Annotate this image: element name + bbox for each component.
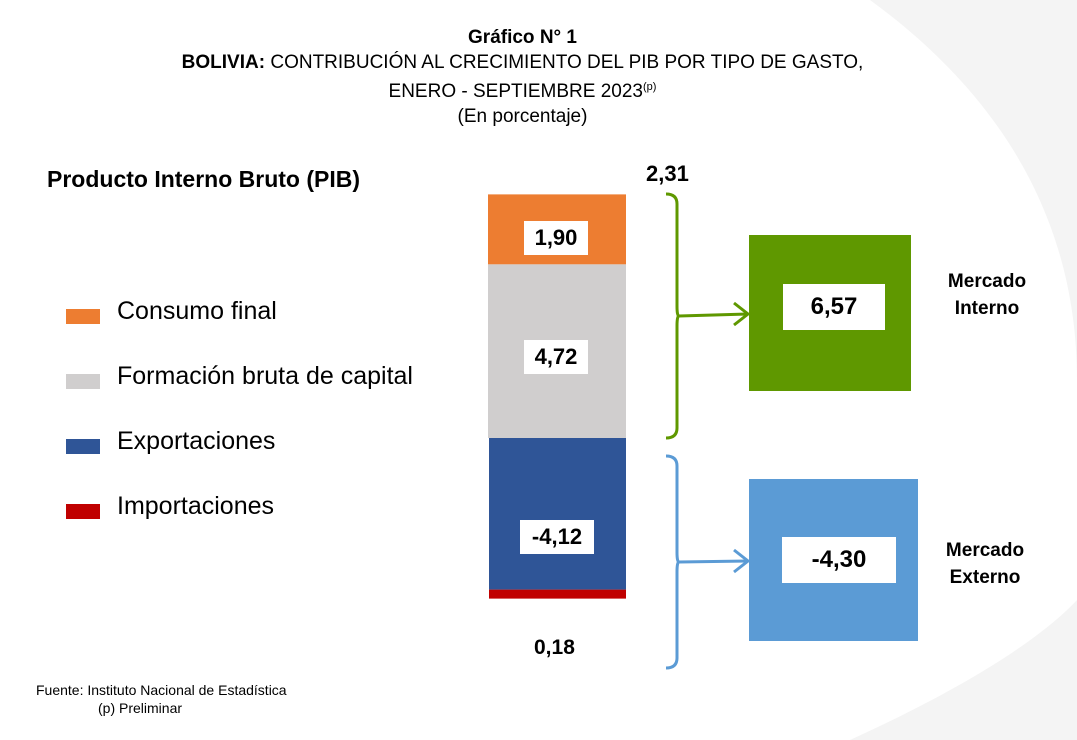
bar-label-importaciones: 0,18	[534, 636, 575, 659]
legend-swatch-consumo	[66, 309, 100, 324]
legend-label-importaciones: Importaciones	[117, 492, 275, 520]
legend-label-consumo: Consumo final	[117, 297, 277, 325]
chart-period: ENERO - SEPTIEMBRE 2023(p)	[0, 75, 1045, 104]
bracket-mercado-externo	[665, 454, 751, 670]
preliminary-mark: (p)	[643, 81, 657, 93]
bar-segment-exportaciones	[489, 438, 626, 590]
chart-title: Gráfico N° 1	[468, 27, 577, 48]
period-text: ENERO - SEPTIEMBRE 2023	[388, 81, 643, 102]
bar-label-consumo: 1,90	[524, 221, 588, 255]
bracket-mercado-interno	[665, 192, 751, 440]
total-value-label: 2,31	[646, 161, 689, 186]
chart-title-block: Gráfico N° 1 BOLIVIA: CONTRIBUCIÓN AL CR…	[0, 26, 1045, 129]
chart-subtitle: BOLIVIA: CONTRIBUCIÓN AL CRECIMIENTO DEL…	[0, 50, 1045, 75]
bar-label-formacion: 4,72	[524, 340, 588, 374]
mercado-externo-value: -4,30	[782, 537, 896, 583]
legend-swatch-exportaciones	[66, 439, 100, 454]
legend-swatch-importaciones	[66, 504, 100, 519]
mercado-externo-label: Mercado Externo	[945, 540, 1025, 588]
preliminary-note: (p) Preliminar	[98, 700, 183, 716]
chart-units: (En porcentaje)	[457, 106, 588, 127]
source-note: Fuente: Instituto Nacional de Estadístic…	[36, 681, 287, 717]
source-line: Fuente: Instituto Nacional de Estadístic…	[36, 682, 287, 698]
subtitle-country: BOLIVIA:	[181, 52, 266, 73]
bar-label-exportaciones: -4,12	[520, 520, 594, 554]
pib-title: Producto Interno Bruto (PIB)	[47, 166, 361, 192]
mercado-interno-label: Mercado Interno	[947, 271, 1027, 319]
mercado-interno-value: 6,57	[783, 284, 885, 330]
subtitle-text: CONTRIBUCIÓN AL CRECIMIENTO DEL PIB POR …	[265, 52, 864, 73]
bar-segment-importaciones	[489, 589, 626, 599]
legend-swatch-formacion	[66, 374, 100, 389]
legend-label-formacion: Formación bruta de capital	[117, 362, 413, 390]
legend-label-exportaciones: Exportaciones	[117, 427, 276, 455]
